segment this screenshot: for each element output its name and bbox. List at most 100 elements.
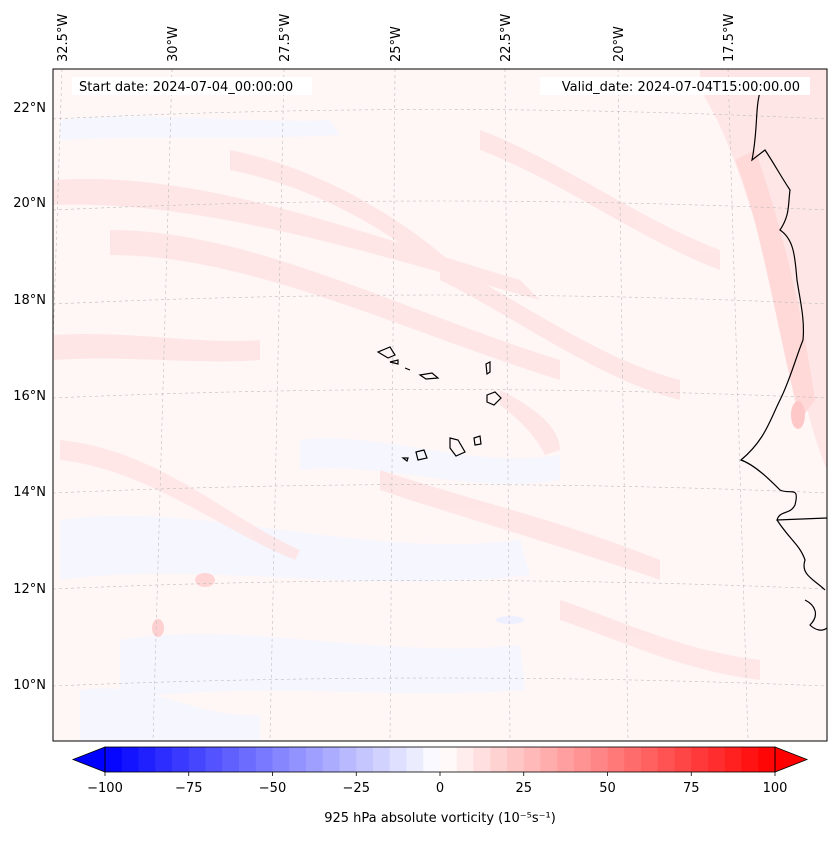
colorbar-cell [674, 747, 692, 772]
lon-label-30: 30°W [166, 26, 181, 62]
lon-label-27-5: 27.5°W [278, 14, 293, 62]
colorbar-cell [741, 747, 759, 772]
colorbar-cell [423, 747, 441, 772]
colorbar: −100 −75 −50 −25 0 25 50 75 100 925 hPa … [71, 746, 809, 826]
colorbar-cell [406, 747, 424, 772]
island-boa-vista [486, 391, 502, 406]
lat-label-22: 22°N [13, 101, 46, 116]
colorbar-cell [456, 747, 475, 772]
colorbar-tick-label-3: −25 [343, 781, 370, 796]
island-santa-luzia [404, 367, 411, 371]
colorbar-cell [490, 747, 508, 772]
island-brava [401, 457, 409, 462]
island-sal [485, 361, 491, 376]
colorbar-label: 925 hPa absolute vorticity (10⁻⁵s⁻¹) [324, 811, 556, 826]
lat-line-14 [53, 484, 827, 494]
colorbar-cell [507, 747, 525, 772]
lat-line-12 [53, 580, 827, 590]
latitude-labels: 22°N 20°N 18°N 16°N 14°N 12°N 10°N [13, 101, 46, 693]
colorbar-cell [607, 747, 625, 772]
colorbar-cell [188, 747, 207, 772]
lat-line-18 [53, 294, 827, 305]
colorbar-cell [272, 747, 290, 772]
colorbar-cell [523, 747, 542, 772]
island-fogo [415, 449, 428, 461]
lat-label-14: 14°N [13, 485, 46, 500]
colorbar-cell [389, 747, 408, 772]
colorbar-cell [356, 747, 374, 772]
colorbar-cell [373, 747, 391, 772]
lon-label-20: 20°W [612, 26, 627, 62]
start-date-box [72, 77, 312, 95]
lon-line-27-5 [269, 69, 285, 741]
coastlines [376, 91, 827, 631]
colorbar-cell [691, 747, 709, 772]
graticule [53, 69, 827, 741]
lat-line-22 [53, 109, 827, 120]
lon-line-30 [152, 69, 173, 741]
valid-date-box [540, 77, 810, 95]
lon-line-20 [617, 69, 629, 741]
vorticity-field [53, 69, 827, 741]
valid-date-label: Valid_date: 2024-07-04T15:00:00.00 [562, 80, 800, 95]
lat-label-12: 12°N [13, 582, 46, 597]
map-frame [52, 68, 828, 742]
colorbar-cell [289, 747, 307, 772]
colorbar-tick-label-0: −100 [87, 781, 123, 796]
lat-label-20: 20°N [13, 196, 46, 211]
lon-label-22-5: 22.5°W [499, 14, 514, 62]
colorbar-cell [172, 747, 190, 772]
african-coastline [739, 91, 827, 631]
lat-label-16: 16°N [13, 389, 46, 404]
lon-line-22-5 [504, 69, 511, 741]
lon-label-25: 25°W [389, 26, 404, 62]
island-sao-vicente [389, 359, 399, 365]
colorbar-cell [657, 747, 676, 772]
lon-line-17-5 [727, 69, 749, 741]
colorbar-cell [205, 747, 223, 772]
colorbar-cell [255, 747, 274, 772]
colorbar-cells [105, 747, 776, 772]
colorbar-cell [624, 747, 642, 772]
colorbar-right-extend [774, 746, 809, 773]
colorbar-cell [473, 747, 491, 772]
colorbar-tick-label-6: 50 [599, 781, 616, 796]
colorbar-tick-label-8: 100 [763, 781, 788, 796]
lat-label-10: 10°N [13, 678, 46, 693]
colorbar-cell [222, 747, 240, 772]
lon-line-25 [389, 69, 396, 741]
colorbar-cell [557, 747, 575, 772]
colorbar-cell [322, 747, 341, 772]
lon-label-32-5: 32.5°W [56, 14, 71, 62]
colorbar-tick-label-1: −75 [175, 781, 202, 796]
colorbar-tick-label-7: 75 [683, 781, 700, 796]
colorbar-cell [641, 747, 659, 772]
colorbar-cell [155, 747, 173, 772]
island-sao-nicolau [418, 372, 440, 380]
colorbar-cell [121, 747, 140, 772]
island-santiago [449, 437, 466, 457]
colorbar-tick-label-5: 25 [515, 781, 532, 796]
colorbar-cell [339, 747, 357, 772]
lat-line-16 [53, 389, 827, 399]
colorbar-cell [239, 747, 257, 772]
colorbar-cell [306, 747, 324, 772]
lat-line-10 [53, 677, 827, 687]
island-maio [473, 435, 482, 446]
colorbar-cell [138, 747, 156, 772]
colorbar-tick-label-4: 0 [436, 781, 444, 796]
colorbar-tick-label-2: −50 [259, 781, 286, 796]
colorbar-cell [440, 747, 458, 772]
colorbar-cell [758, 747, 776, 772]
colorbar-ticks: −100 −75 −50 −25 0 25 50 75 100 [87, 772, 787, 796]
colorbar-cell [708, 747, 726, 772]
longitude-labels: 32.5°W 30°W 27.5°W 25°W 22.5°W 20°W 17.5… [56, 14, 737, 62]
lat-line-20 [53, 200, 827, 211]
colorbar-cell [540, 747, 558, 772]
colorbar-cell [724, 747, 743, 772]
island-santo-antao [376, 346, 396, 359]
lon-label-17-5: 17.5°W [722, 14, 737, 62]
lat-label-18: 18°N [13, 293, 46, 308]
colorbar-cell [590, 747, 609, 772]
